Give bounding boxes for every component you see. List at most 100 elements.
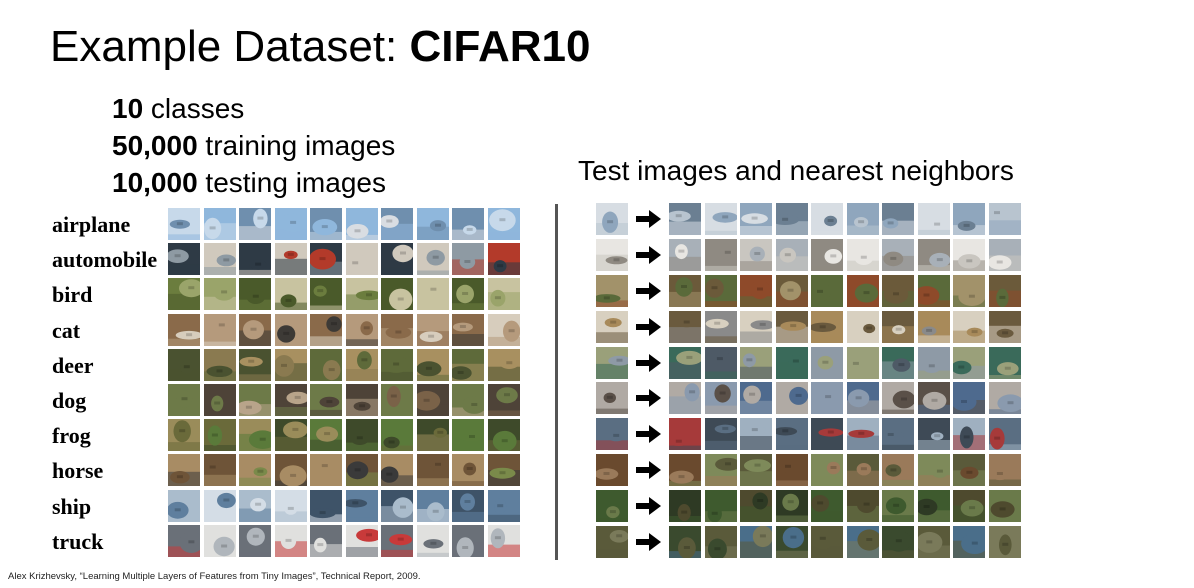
sample-thumbnail-frog (168, 419, 200, 452)
sample-thumbnail-airplane (168, 208, 200, 240)
sample-thumbnail-frog (416, 419, 449, 452)
neighbor-thumbnail (953, 526, 985, 559)
sample-thumbnail-ship (487, 489, 520, 522)
class-label-horse: horse (52, 458, 104, 484)
neighbor-thumbnail (953, 346, 985, 379)
sample-thumbnail-deer (310, 348, 342, 381)
sample-thumbnail-horse (452, 454, 484, 487)
sample-thumbnail-automobile (416, 243, 449, 276)
neighbor-thumbnail (704, 382, 737, 415)
sample-thumbnail-truck (239, 524, 271, 557)
neighbor-thumbnail (704, 310, 737, 343)
sample-thumbnail-deer (416, 348, 449, 381)
neighbor-thumbnail (704, 418, 737, 451)
sample-thumbnail-cat (381, 313, 413, 346)
sample-thumbnail-automobile (345, 243, 378, 276)
neighbor-thumbnail (846, 418, 879, 451)
arrow-right-icon (632, 275, 666, 307)
sample-thumbnail-cat (452, 313, 484, 346)
neighbor-thumbnail (775, 490, 808, 523)
neighbor-thumbnail (917, 238, 950, 271)
stat-testing: 10,000 testing images (112, 164, 395, 201)
sample-thumbnail-deer (381, 348, 413, 381)
neighbor-thumbnail (953, 382, 985, 415)
sample-thumbnail-truck (310, 524, 342, 557)
sample-thumbnail-dog (168, 383, 200, 416)
neighbor-thumbnail (988, 490, 1021, 523)
neighbor-thumbnail (740, 454, 772, 487)
test-image-thumbnail (596, 274, 628, 307)
neighbor-thumbnail (917, 526, 950, 559)
sample-thumbnail-cat (168, 313, 200, 346)
title-plain: Example Dataset: (50, 22, 410, 71)
slide-title: Example Dataset: CIFAR10 (50, 22, 590, 72)
sample-thumbnail-airplane (345, 208, 378, 240)
class-label-airplane: airplane (52, 212, 131, 237)
sample-thumbnail-automobile (452, 243, 484, 276)
sample-thumbnail-truck (381, 524, 413, 557)
sample-thumbnail-deer (274, 348, 307, 381)
arrow-right-icon (632, 526, 666, 558)
sample-thumbnail-frog (452, 419, 484, 452)
neighbor-thumbnail (811, 454, 843, 487)
dataset-stats: 10 classes 50,000 training images 10,000… (112, 90, 395, 201)
neighbor-thumbnail (917, 490, 950, 523)
sample-thumbnail-deer (203, 348, 236, 381)
sample-thumbnail-cat (203, 313, 236, 346)
neighbor-thumbnail (988, 418, 1021, 451)
sample-thumbnail-horse (381, 454, 413, 487)
sample-thumbnail-dog (310, 383, 342, 416)
arrow-right-icon (632, 239, 666, 271)
neighbor-thumbnail (669, 490, 701, 523)
neighbor-thumbnail (704, 238, 737, 271)
neighbor-thumbnail (704, 454, 737, 487)
sample-thumbnail-horse (416, 454, 449, 487)
sample-thumbnail-bird (310, 278, 342, 311)
neighbor-thumbnail (669, 418, 701, 451)
sample-thumbnail-bird (239, 278, 271, 311)
sample-thumbnail-cat (310, 313, 342, 346)
stat-classes: 10 classes (112, 90, 395, 127)
neighbor-thumbnail (740, 203, 772, 235)
class-labels: airplane automobile bird cat deer dog fr… (52, 207, 157, 559)
neighbor-thumbnail (988, 238, 1021, 271)
neighbor-thumbnail (811, 490, 843, 523)
neighbor-thumbnail (740, 346, 772, 379)
test-image-thumbnail (596, 526, 628, 559)
test-image-thumbnail (596, 310, 628, 343)
neighbor-thumbnail (882, 490, 914, 523)
neighbor-thumbnail (740, 274, 772, 307)
neighbor-thumbnail (953, 418, 985, 451)
neighbor-thumbnail (917, 382, 950, 415)
sample-thumbnail-airplane (381, 208, 413, 240)
class-sample-grid (168, 208, 520, 557)
sample-thumbnail-automobile (381, 243, 413, 276)
sample-thumbnail-deer (345, 348, 378, 381)
sample-thumbnail-dog (345, 383, 378, 416)
sample-thumbnail-automobile (487, 243, 520, 276)
sample-thumbnail-airplane (416, 208, 449, 240)
class-label-bird: bird (52, 282, 93, 308)
neighbor-thumbnail (846, 274, 879, 307)
stat-text: training images (197, 130, 396, 161)
neighbor-thumbnail (917, 454, 950, 487)
sample-thumbnail-airplane (452, 208, 484, 240)
neighbor-thumbnail (775, 203, 808, 235)
neighbor-thumbnail (953, 238, 985, 271)
sample-thumbnail-bird (452, 278, 484, 311)
neighbor-thumbnail (704, 346, 737, 379)
class-label-dog: dog (52, 387, 87, 413)
test-image-thumbnail (596, 454, 628, 487)
neighbor-thumbnail (988, 454, 1021, 487)
sample-thumbnail-ship (203, 489, 236, 522)
sample-thumbnail-horse (203, 454, 236, 487)
neighbor-thumbnail (882, 238, 914, 271)
neighbor-thumbnail (669, 526, 701, 559)
sample-thumbnail-ship (452, 489, 484, 522)
sample-thumbnail-frog (487, 419, 520, 452)
stat-text: classes (143, 93, 245, 124)
arrow-right-icon (632, 311, 666, 343)
class-label-cat: cat (52, 317, 81, 343)
neighbor-thumbnail (882, 526, 914, 559)
sample-thumbnail-deer (487, 348, 520, 381)
